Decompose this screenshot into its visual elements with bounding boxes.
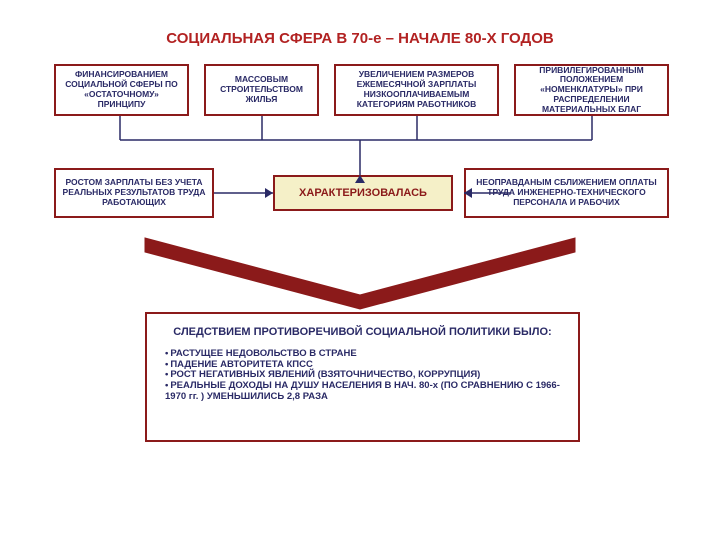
top-box-financing: ФИНАНСИРОВАНИЕМ СОЦИАЛЬНОЙ СФЕРЫ ПО «ОСТ… — [54, 64, 189, 116]
top-box-housing: МАССОВЫМ СТРОИТЕЛЬСТВОМ ЖИЛЬЯ — [204, 64, 319, 116]
mid-box-right: НЕОПРАВДАНЫМ СБЛИЖЕНИЕМ ОПЛАТЫ ТРУДА ИНЖ… — [464, 168, 669, 218]
top-box-salary-increase: УВЕЛИЧЕНИЕМ РАЗМЕРОВ ЕЖЕМЕСЯЧНОЙ ЗАРПЛАТ… — [334, 64, 499, 116]
mid-box-left: РОСТОМ ЗАРПЛАТЫ БЕЗ УЧЕТА РЕАЛЬНЫХ РЕЗУЛ… — [54, 168, 214, 218]
result-item: РАСТУЩЕЕ НЕДОВОЛЬСТВО В СТРАНЕ — [165, 349, 560, 360]
result-list: РАСТУЩЕЕ НЕДОВОЛЬСТВО В СТРАНЕПАДЕНИЕ АВ… — [165, 349, 560, 404]
top-box-nomenklatura: ПРИВИЛЕГИРОВАННЫМ ПОЛОЖЕНИЕМ «НОМЕНКЛАТУ… — [514, 64, 669, 116]
page-title: СОЦИАЛЬНАЯ СФЕРА В 70-е – НАЧАЛЕ 80-Х ГО… — [166, 30, 553, 47]
result-box: СЛЕДСТВИЕМ ПРОТИВОРЕЧИВОЙ СОЦИАЛЬНОЙ ПОЛ… — [145, 312, 580, 442]
center-box: ХАРАКТЕРИЗОВАЛАСЬ — [273, 175, 453, 211]
result-title: СЛЕДСТВИЕМ ПРОТИВОРЕЧИВОЙ СОЦИАЛЬНОЙ ПОЛ… — [165, 326, 560, 339]
result-item: РЕАЛЬНЫЕ ДОХОДЫ НА ДУШУ НАСЕЛЕНИЯ В НАЧ.… — [165, 381, 560, 403]
